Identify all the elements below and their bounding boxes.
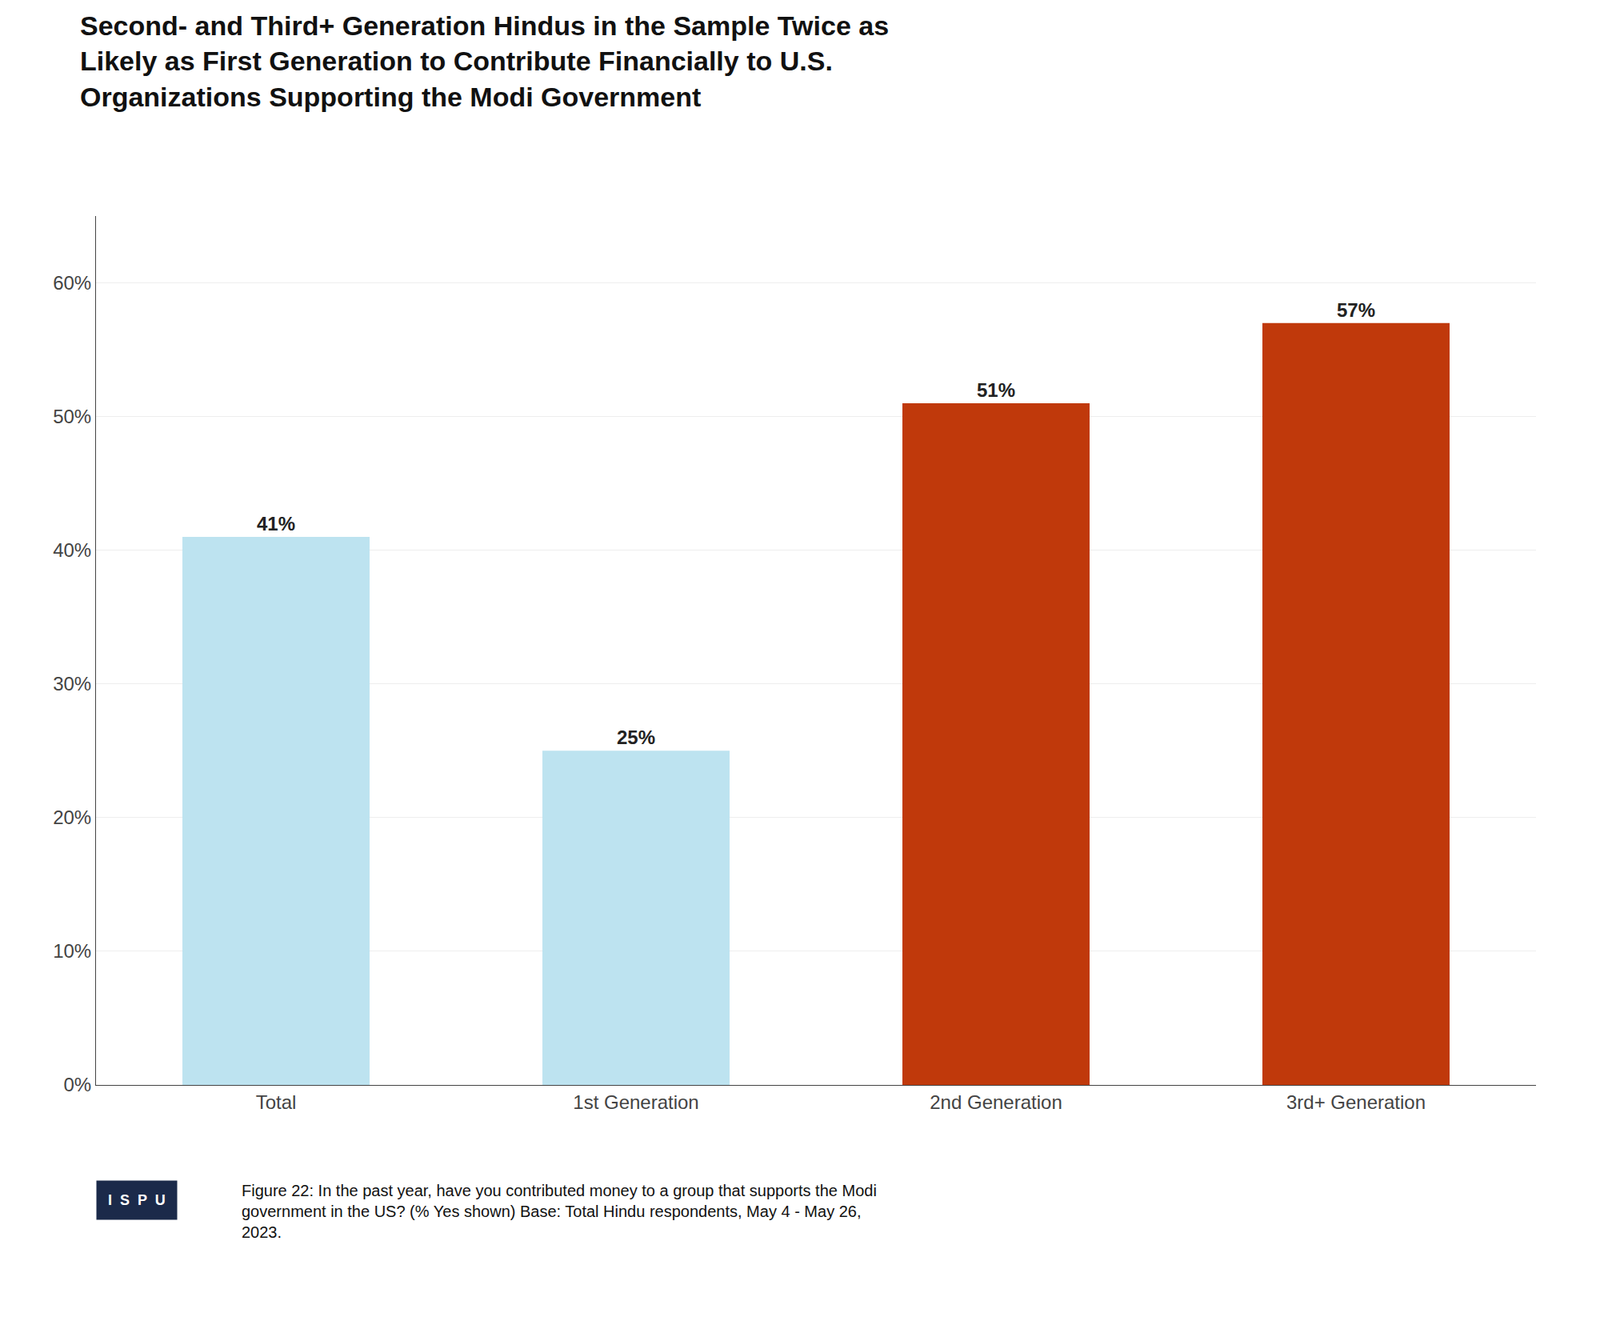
- svg-text:20%: 20%: [52, 806, 92, 828]
- svg-text:50%: 50%: [52, 405, 92, 428]
- svg-text:25%: 25%: [616, 726, 656, 748]
- svg-text:60%: 60%: [52, 272, 92, 294]
- svg-text:2nd Generation: 2nd Generation: [929, 1091, 1062, 1113]
- svg-text:0%: 0%: [64, 1073, 92, 1096]
- svg-text:Second- and Third+ Generation: Second- and Third+ Generation Hindus in …: [80, 10, 889, 112]
- svg-text:I S P U: I S P U: [108, 1192, 166, 1208]
- svg-text:41%: 41%: [256, 512, 296, 535]
- svg-text:10%: 10%: [52, 940, 92, 962]
- svg-text:51%: 51%: [976, 379, 1016, 401]
- svg-text:57%: 57%: [1336, 299, 1376, 321]
- svg-text:Figure 22: In the past year, h: Figure 22: In the past year, have you co…: [241, 1181, 877, 1241]
- svg-text:30%: 30%: [52, 672, 92, 695]
- svg-text:3rd+ Generation: 3rd+ Generation: [1286, 1091, 1426, 1113]
- svg-text:40%: 40%: [52, 539, 92, 561]
- svg-text:1st Generation: 1st Generation: [572, 1091, 699, 1113]
- svg-text:Total: Total: [256, 1091, 297, 1113]
